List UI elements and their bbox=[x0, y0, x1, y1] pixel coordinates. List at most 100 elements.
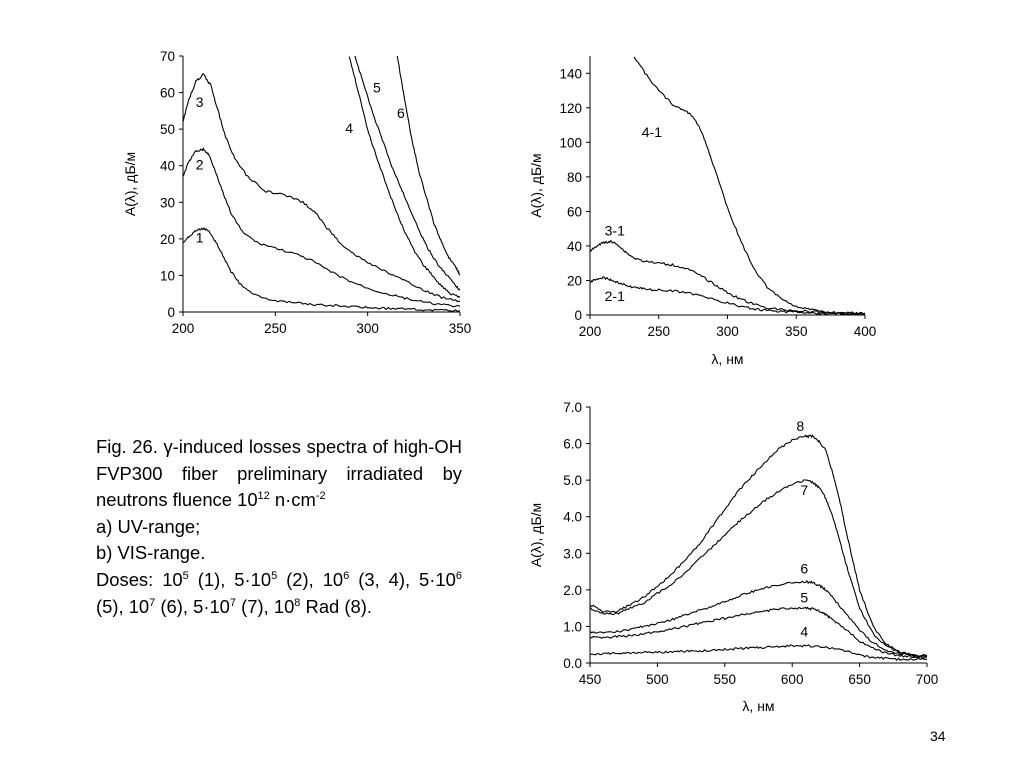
series-line-3-1 bbox=[590, 239, 865, 315]
y-tick-label: 10 bbox=[160, 268, 175, 283]
y-axis-label: A(λ), дБ/м bbox=[122, 152, 138, 216]
caption-title: Fig. 26. γ-induced losses spectra of hig… bbox=[96, 434, 462, 514]
caption-sup: 5 bbox=[271, 569, 278, 582]
series-line-5 bbox=[354, 56, 460, 291]
caption-text: n·cm bbox=[269, 489, 316, 511]
series-label-4: 4 bbox=[800, 624, 808, 640]
caption-text: (7), 10 bbox=[236, 595, 295, 617]
y-tick-label: 7.0 bbox=[563, 400, 582, 415]
y-tick-label: 40 bbox=[160, 159, 175, 174]
caption-item-a: a) UV-range; bbox=[96, 515, 201, 537]
y-tick-label: 3.0 bbox=[563, 546, 582, 561]
x-tick-label: 550 bbox=[714, 672, 737, 687]
caption-text: (2), 10 bbox=[277, 568, 344, 590]
series-line-8 bbox=[590, 434, 927, 658]
y-tick-label: 30 bbox=[160, 195, 175, 210]
caption-sup: -2 bbox=[315, 490, 326, 503]
x-tick-label: 300 bbox=[716, 324, 739, 339]
y-tick-label: 5.0 bbox=[563, 473, 582, 488]
caption-sup: 12 bbox=[257, 490, 270, 503]
caption-text: Doses: 10 bbox=[96, 568, 183, 590]
x-tick-label: 500 bbox=[646, 672, 669, 687]
series-line-1 bbox=[183, 227, 460, 312]
x-tick-label: 200 bbox=[172, 321, 195, 336]
series-line-2 bbox=[183, 146, 460, 308]
caption-text: (3, 4), 5·10 bbox=[349, 568, 456, 590]
y-tick-label: 60 bbox=[567, 204, 582, 219]
x-tick-label: 350 bbox=[785, 324, 808, 339]
x-axis-label: λ, нм bbox=[742, 698, 774, 714]
series-line-6 bbox=[396, 56, 460, 276]
y-tick-label: 2.0 bbox=[563, 583, 582, 598]
x-tick-label: 450 bbox=[579, 672, 602, 687]
x-tick-label: 300 bbox=[356, 321, 379, 336]
page-number: 34 bbox=[930, 728, 946, 744]
y-tick-label: 50 bbox=[160, 122, 175, 137]
y-tick-label: 1.0 bbox=[563, 619, 582, 634]
series-label-1: 1 bbox=[196, 230, 204, 246]
y-tick-label: 140 bbox=[559, 66, 582, 81]
caption-text: (5), 10 bbox=[96, 595, 150, 617]
series-label-5: 5 bbox=[373, 80, 381, 96]
caption-sup: 6 bbox=[455, 569, 462, 582]
caption-text: Fig. 26. γ-induced losses spectra of hig… bbox=[96, 436, 462, 511]
series-line-4 bbox=[590, 644, 927, 662]
y-tick-label: 0.0 bbox=[563, 656, 582, 671]
caption-doses: Doses: 105 (1), 5·105 (2), 106 (3, 4), 5… bbox=[96, 567, 462, 620]
series-label-3-1: 3-1 bbox=[605, 223, 625, 239]
caption-text: (1), 5·10 bbox=[188, 568, 272, 590]
series-label-6: 6 bbox=[800, 560, 808, 576]
x-tick-label: 200 bbox=[579, 324, 602, 339]
series-line-7 bbox=[590, 479, 927, 658]
caption-sup: 6 bbox=[343, 569, 350, 582]
series-line-6 bbox=[590, 580, 927, 658]
y-tick-label: 70 bbox=[160, 49, 175, 64]
x-axis-label: λ, нм bbox=[711, 351, 743, 367]
caption-sup: 7 bbox=[149, 596, 156, 609]
x-tick-label: 250 bbox=[647, 324, 670, 339]
y-tick-label: 20 bbox=[567, 273, 582, 288]
x-tick-label: 350 bbox=[449, 321, 472, 336]
y-tick-label: 6.0 bbox=[563, 437, 582, 452]
y-axis-label: A(λ), дБ/м bbox=[528, 503, 544, 567]
caption-text: Rad (8). bbox=[300, 595, 372, 617]
x-tick-label: 650 bbox=[848, 672, 871, 687]
series-line-4-1 bbox=[633, 56, 865, 315]
x-tick-label: 400 bbox=[854, 324, 877, 339]
series-label-4: 4 bbox=[345, 120, 353, 136]
figure-caption: Fig. 26. γ-induced losses spectra of hig… bbox=[96, 434, 462, 620]
series-label-8: 8 bbox=[796, 418, 804, 434]
caption-sup: 5 bbox=[182, 569, 189, 582]
y-tick-label: 120 bbox=[559, 101, 582, 116]
y-tick-label: 4.0 bbox=[563, 510, 582, 525]
series-line-2-1 bbox=[590, 276, 865, 315]
y-axis-label: A(λ), дБ/м bbox=[528, 153, 544, 217]
y-tick-label: 100 bbox=[559, 135, 582, 150]
y-tick-label: 80 bbox=[567, 170, 582, 185]
y-tick-label: 20 bbox=[160, 232, 175, 247]
series-label-2-1: 2-1 bbox=[605, 288, 625, 304]
series-label-7: 7 bbox=[800, 482, 808, 498]
y-tick-label: 0 bbox=[574, 308, 582, 323]
x-tick-label: 600 bbox=[781, 672, 804, 687]
y-tick-label: 60 bbox=[160, 86, 175, 101]
x-tick-label: 250 bbox=[264, 321, 287, 336]
caption-sup: 8 bbox=[294, 596, 301, 609]
series-line-5 bbox=[590, 606, 927, 659]
series-line-4 bbox=[348, 56, 460, 298]
series-label-5: 5 bbox=[800, 590, 808, 606]
caption-sup: 7 bbox=[229, 596, 237, 609]
y-tick-label: 40 bbox=[567, 239, 582, 254]
series-label-3: 3 bbox=[196, 94, 204, 110]
series-label-4-1: 4-1 bbox=[642, 124, 662, 140]
series-label-2: 2 bbox=[196, 156, 204, 172]
caption-item-b: b) VIS-range. bbox=[96, 542, 206, 564]
series-label-6: 6 bbox=[397, 105, 405, 121]
y-tick-label: 0 bbox=[167, 305, 175, 320]
chart-uv-difference: 0 20 40 60 80 100 120 140 200 250 300 350 400 A(λ), д… bbox=[528, 56, 876, 367]
chart-uv-neutron: 0 10 20 30 40 50 60 70 200 250 300 350 A(λ), дБ/м 1 2 3… bbox=[122, 49, 471, 336]
series-line-3 bbox=[183, 73, 460, 303]
chart-vis-range: 0.0 1.0 2.0 3.0 4.0 5.0 6.0 7.0 450 500 550 600 650 7… bbox=[528, 400, 938, 714]
caption-text: (6), 5·10 bbox=[155, 595, 230, 617]
